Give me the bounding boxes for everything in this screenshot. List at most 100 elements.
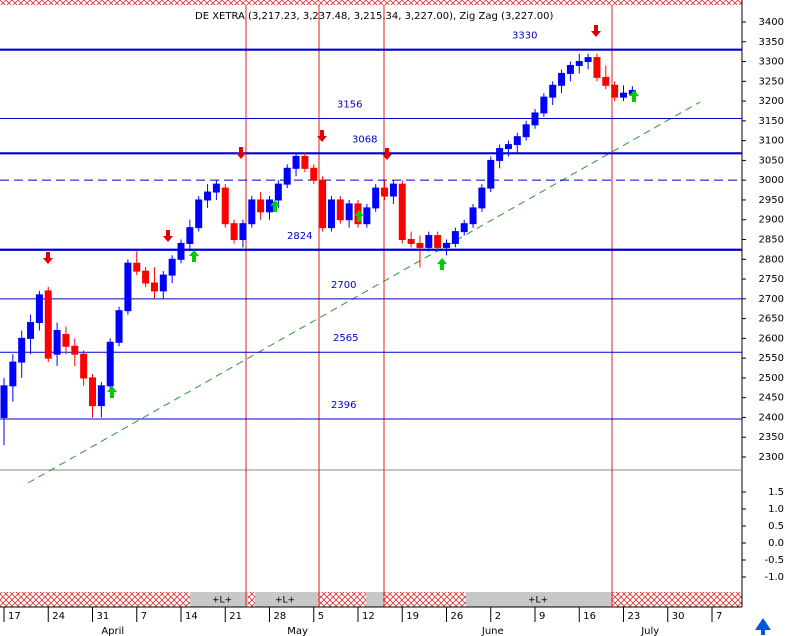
y-tick-label: 3400 [759, 17, 784, 28]
candle-body [195, 199, 203, 229]
candle-body [97, 385, 105, 407]
buy-arrow [189, 250, 199, 262]
candle-body [301, 155, 309, 169]
y2-tick-label: -1.0 [764, 572, 784, 583]
strip-label: +L+ [528, 596, 548, 606]
x-tick-label: 5 [318, 611, 324, 622]
candle-body [531, 112, 539, 126]
y-tick-label: 2550 [759, 353, 784, 364]
candle-body [239, 223, 247, 241]
level-label: 3068 [352, 134, 377, 145]
candle-body [558, 72, 566, 86]
candle-body [168, 258, 176, 276]
candle-body [89, 377, 96, 407]
candle-body [71, 345, 79, 355]
y2-tick-label: 1.0 [768, 504, 784, 515]
level-label: 3330 [512, 31, 537, 42]
candle-body [133, 262, 141, 272]
y-tick-label: 3300 [759, 57, 784, 68]
candle-body [274, 183, 282, 201]
candle-body [319, 179, 327, 229]
x-tick-label: 7 [141, 611, 147, 622]
y-tick-label: 2350 [759, 432, 784, 443]
y-tick-label: 2750 [759, 274, 784, 285]
sell-arrow [236, 147, 246, 159]
x-tick-label: 30 [672, 611, 685, 622]
candle-body [292, 155, 300, 169]
chart-title: DE XETRA (3,217.23, 3,237.48, 3,215.34, … [195, 11, 553, 22]
candle-body [425, 235, 433, 248]
candle-body [18, 337, 26, 363]
candle-body [150, 282, 158, 292]
x-tick-label: 17 [8, 611, 21, 622]
sell-arrow [43, 252, 53, 264]
candle-body [257, 199, 265, 213]
y-tick-label: 2600 [759, 333, 784, 344]
x-tick-label: 23 [628, 611, 641, 622]
y-tick-label: 2500 [759, 373, 784, 384]
candle-body [159, 274, 167, 292]
candle-body [248, 199, 256, 225]
y2-tick-label: 0.0 [768, 538, 784, 549]
candle-body [584, 57, 592, 63]
candle-body [513, 136, 521, 146]
buy-arrow [354, 210, 364, 222]
level-label: 3156 [337, 99, 362, 110]
level-label: 2565 [333, 333, 358, 344]
y-tick-label: 2900 [759, 215, 784, 226]
candle-body [593, 57, 601, 78]
candle-body [186, 227, 194, 244]
sell-arrow [317, 130, 327, 142]
level-label: 2824 [287, 231, 312, 242]
month-label: June [481, 626, 504, 636]
candle-body [44, 290, 52, 359]
top-strip [0, 0, 742, 5]
candle-body [469, 207, 477, 225]
candle-body [212, 183, 220, 193]
candle-body [389, 183, 397, 197]
y2-tick-label: 1.5 [768, 487, 784, 498]
y-tick-label: 3000 [759, 175, 784, 186]
candle-body [124, 262, 132, 312]
y-tick-label: 2800 [759, 254, 784, 265]
x-tick-label: 28 [274, 611, 287, 622]
x-tick-label: 12 [362, 611, 375, 622]
candle-body [381, 187, 389, 197]
sell-arrow [163, 230, 173, 242]
x-tick-label: 26 [451, 611, 464, 622]
candle-body [0, 385, 8, 418]
candle-body [327, 199, 335, 229]
x-tick-label: 21 [229, 611, 242, 622]
strip-gray [190, 592, 612, 607]
sell-arrow [382, 148, 392, 160]
strip-label: +L+ [275, 596, 295, 606]
x-tick-label: 9 [539, 611, 545, 622]
strip-label: +L+ [212, 596, 232, 606]
y-tick-label: 3250 [759, 76, 784, 87]
candle-body [434, 235, 442, 248]
candle-body [106, 341, 114, 387]
scroll-arrow[interactable] [755, 618, 771, 635]
candle-body [566, 65, 574, 74]
y-tick-label: 2400 [759, 412, 784, 423]
buy-arrow [437, 258, 447, 270]
candle-body [53, 329, 61, 355]
candle-body [549, 84, 557, 98]
candle-body [345, 203, 353, 221]
y-tick-label: 2950 [759, 195, 784, 206]
candle-body [602, 76, 610, 86]
trend-line [27, 101, 701, 484]
candle-body [540, 96, 548, 114]
buy-arrow [107, 386, 117, 398]
x-tick-label: 16 [583, 611, 596, 622]
y-tick-label: 2650 [759, 314, 784, 325]
level-label: 2700 [331, 280, 356, 291]
cycle-lines [245, 5, 613, 607]
x-tick-label: 24 [52, 611, 65, 622]
y-tick-label: 3150 [759, 116, 784, 127]
month-label: May [287, 626, 308, 636]
candle-body [310, 167, 318, 181]
candle-body [35, 294, 43, 324]
